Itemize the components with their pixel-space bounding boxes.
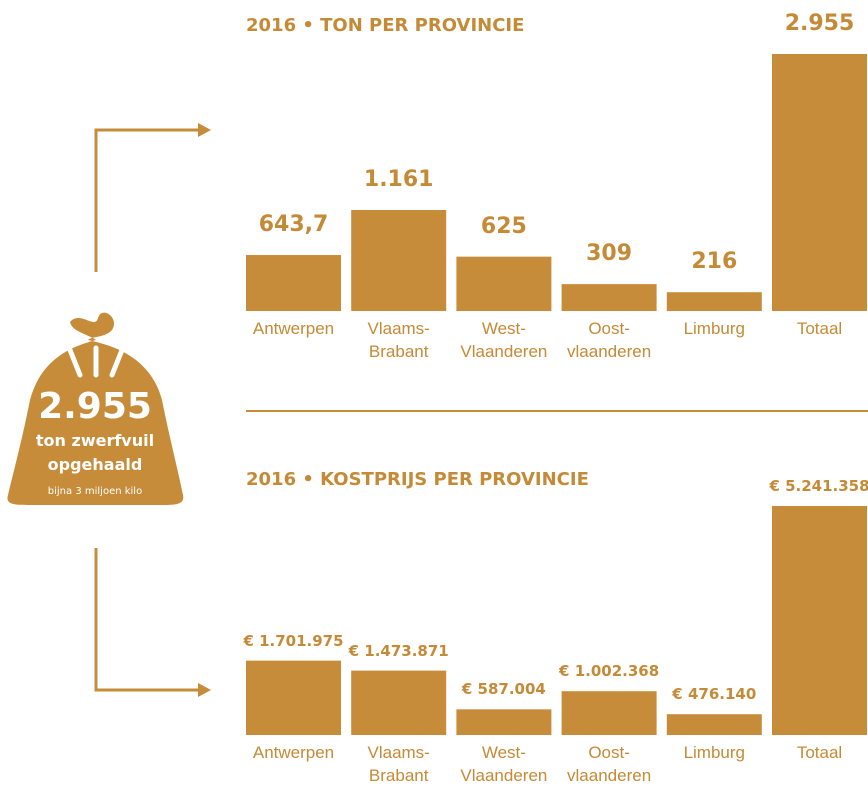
x-tick-label: Vlaams-Brabant: [367, 319, 430, 361]
bar: [246, 255, 341, 311]
x-tick-label: Oost-vlaanderen: [567, 319, 652, 361]
arrow: [94, 548, 200, 692]
value-label: € 5.241.358: [769, 477, 868, 495]
x-tick-label: Antwerpen: [252, 319, 335, 338]
value-label: € 1.002.368: [559, 662, 660, 681]
x-tick-label: West-Vlaanderen: [460, 743, 548, 785]
bar: [351, 210, 447, 311]
x-tick-label: West-Vlaanderen: [460, 319, 548, 361]
value-label: 643,7: [258, 212, 329, 238]
value-label: € 587.004: [461, 680, 546, 699]
bar: [456, 709, 552, 735]
value-label: 216: [691, 249, 738, 275]
x-tick-label: Limburg: [683, 743, 745, 762]
value-label: 625: [480, 213, 527, 239]
value-label: € 1.701.975: [243, 631, 344, 650]
arrow-head: [198, 123, 211, 137]
bar: [561, 284, 657, 311]
arrow: [94, 128, 200, 272]
bar: [246, 660, 341, 735]
bag-fold: [67, 345, 125, 378]
chart-title: 2016 • KOSTPRIJS PER PROVINCIE: [246, 469, 589, 490]
value-label: 1.161: [363, 167, 434, 193]
x-tick-label: Oost-vlaanderen: [567, 743, 652, 785]
chart-title: 2016 • TON PER PROVINCIE: [246, 15, 524, 36]
bar: [666, 714, 762, 735]
bag-text: ton zwerfvuil: [36, 431, 154, 450]
bag-text: opgehaald: [48, 455, 143, 474]
x-tick-label: Vlaams-Brabant: [367, 743, 430, 785]
bag-note: bijna 3 miljoen kilo: [48, 486, 142, 497]
x-tick-label: Limburg: [683, 319, 745, 338]
value-label: 309: [586, 241, 633, 267]
bar: [666, 292, 762, 311]
bar: [772, 506, 867, 735]
arrow-head: [198, 683, 211, 697]
bag-number: 2.955: [38, 386, 152, 427]
bag: [7, 312, 184, 505]
value-label: € 1.473.871: [348, 641, 449, 660]
bar: [561, 691, 657, 735]
x-tick-label: Totaal: [796, 743, 843, 762]
value-label: 2.955: [784, 11, 855, 36]
bar: [351, 670, 447, 735]
x-tick-label: Antwerpen: [252, 743, 335, 762]
value-label: € 476.140: [672, 685, 757, 704]
x-tick-label: Totaal: [796, 319, 843, 338]
bar: [456, 256, 552, 311]
bar: [772, 54, 867, 311]
